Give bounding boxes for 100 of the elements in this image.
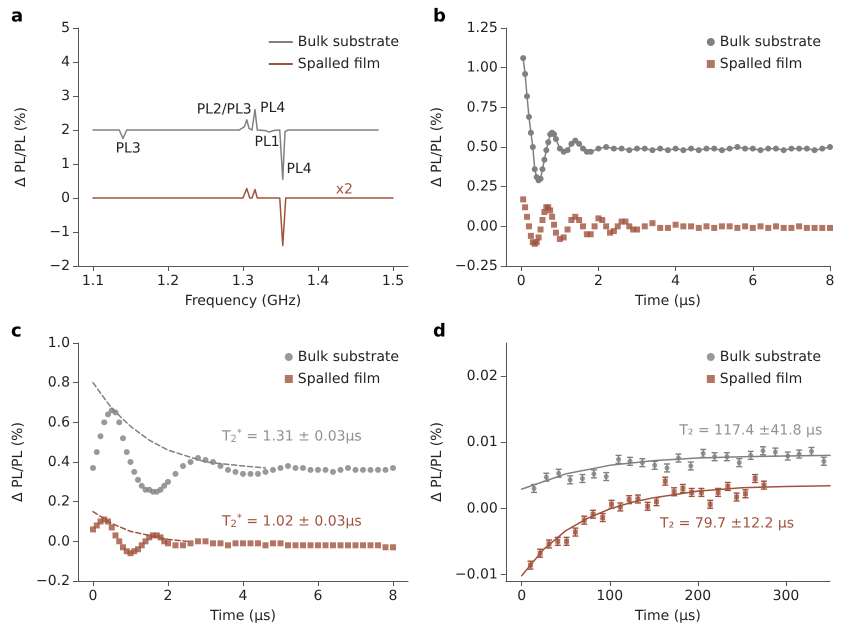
point bbox=[240, 540, 246, 546]
x-tick-label: 1.3 bbox=[232, 273, 254, 289]
x-axis-title: Time (µs) bbox=[634, 293, 701, 309]
point bbox=[524, 93, 530, 100]
point bbox=[796, 146, 802, 152]
chart-title: d bbox=[433, 320, 446, 342]
point bbox=[180, 542, 186, 548]
x-tick-label: 1.2 bbox=[156, 273, 180, 289]
point bbox=[595, 146, 602, 152]
legend-label: Spalled film bbox=[720, 56, 802, 72]
point bbox=[360, 542, 366, 548]
point bbox=[704, 146, 710, 152]
point bbox=[330, 468, 336, 475]
x-tick-label: 0 bbox=[516, 273, 526, 289]
point bbox=[292, 464, 298, 471]
annotation: T₂ = 79.7 ±12.2 µs bbox=[659, 515, 794, 532]
point bbox=[202, 538, 208, 544]
point bbox=[255, 540, 261, 546]
x-tick-label: 300 bbox=[772, 588, 800, 604]
y-tick-label: 0.02 bbox=[466, 368, 498, 384]
point bbox=[520, 55, 526, 62]
point bbox=[308, 466, 314, 473]
point bbox=[750, 146, 756, 152]
point bbox=[819, 146, 826, 152]
legend-label: Bulk substrate bbox=[720, 349, 822, 365]
point bbox=[390, 464, 396, 471]
point bbox=[568, 140, 574, 147]
x-tick-label: 200 bbox=[684, 588, 712, 604]
point bbox=[315, 542, 321, 548]
point bbox=[649, 147, 656, 154]
point bbox=[120, 435, 126, 442]
point bbox=[576, 140, 582, 147]
point bbox=[541, 156, 548, 163]
x-tick-label: 0 bbox=[517, 588, 526, 604]
x-tick-label: 1.5 bbox=[382, 273, 404, 289]
point bbox=[530, 144, 536, 150]
chart-title: a bbox=[11, 6, 24, 26]
point bbox=[124, 449, 130, 456]
point bbox=[131, 468, 138, 475]
point bbox=[172, 542, 178, 548]
legend-label: Spalled film bbox=[720, 371, 802, 387]
point bbox=[680, 147, 686, 154]
x-tick-label: 1.4 bbox=[306, 273, 330, 289]
point bbox=[255, 470, 261, 477]
y-tick-label: 1.00 bbox=[466, 60, 498, 76]
chart-title: b bbox=[433, 6, 446, 26]
point bbox=[610, 146, 617, 152]
point bbox=[98, 433, 104, 440]
point bbox=[375, 542, 381, 548]
annotation: T₂ = 117.4 ±41.8 µs bbox=[678, 422, 822, 438]
point bbox=[345, 542, 351, 548]
y-axis-title: Δ PL/PL (%) bbox=[429, 422, 445, 502]
y-tick-label: 1 bbox=[61, 156, 70, 172]
point bbox=[382, 544, 388, 550]
legend-label: Bulk substrate bbox=[298, 349, 400, 365]
point bbox=[772, 146, 779, 152]
point bbox=[101, 419, 108, 426]
annotation: PL4 bbox=[260, 100, 286, 116]
point bbox=[165, 540, 171, 546]
x-tick-label: 2 bbox=[164, 588, 172, 604]
point bbox=[780, 147, 787, 154]
point bbox=[642, 146, 648, 152]
y-tick-label: −0.01 bbox=[454, 566, 498, 582]
point bbox=[248, 540, 254, 546]
point bbox=[564, 147, 571, 154]
point bbox=[315, 466, 321, 473]
annotation: PL4 bbox=[286, 161, 312, 178]
point bbox=[360, 466, 366, 473]
point bbox=[300, 464, 306, 471]
point bbox=[545, 139, 552, 146]
point bbox=[218, 462, 224, 469]
x-axis-title: Frequency (GHz) bbox=[184, 293, 302, 309]
point bbox=[180, 462, 186, 469]
point bbox=[278, 464, 284, 471]
point bbox=[804, 146, 810, 152]
point bbox=[375, 466, 381, 473]
x-tick-label: 6 bbox=[314, 588, 323, 604]
point bbox=[161, 482, 168, 489]
point bbox=[188, 459, 194, 465]
point bbox=[270, 540, 276, 546]
point bbox=[195, 538, 201, 544]
point bbox=[322, 466, 328, 473]
point bbox=[210, 540, 216, 546]
point bbox=[210, 459, 216, 465]
point bbox=[172, 470, 178, 477]
point bbox=[539, 166, 546, 172]
y-tick-label: 0.4 bbox=[48, 454, 70, 470]
point bbox=[278, 540, 284, 546]
point bbox=[225, 542, 231, 548]
point bbox=[138, 482, 145, 489]
y-tick-label: 0.2 bbox=[48, 494, 70, 510]
x-tick-label: 2 bbox=[594, 273, 603, 289]
point bbox=[338, 542, 344, 548]
point bbox=[742, 146, 748, 152]
y-axis-title: Δ PL/PL (%) bbox=[10, 422, 26, 502]
point bbox=[285, 542, 291, 548]
y-tick-label: 0.00 bbox=[466, 500, 498, 516]
point bbox=[711, 146, 718, 152]
point bbox=[526, 114, 532, 120]
legend-label: Bulk substrate bbox=[720, 34, 822, 50]
